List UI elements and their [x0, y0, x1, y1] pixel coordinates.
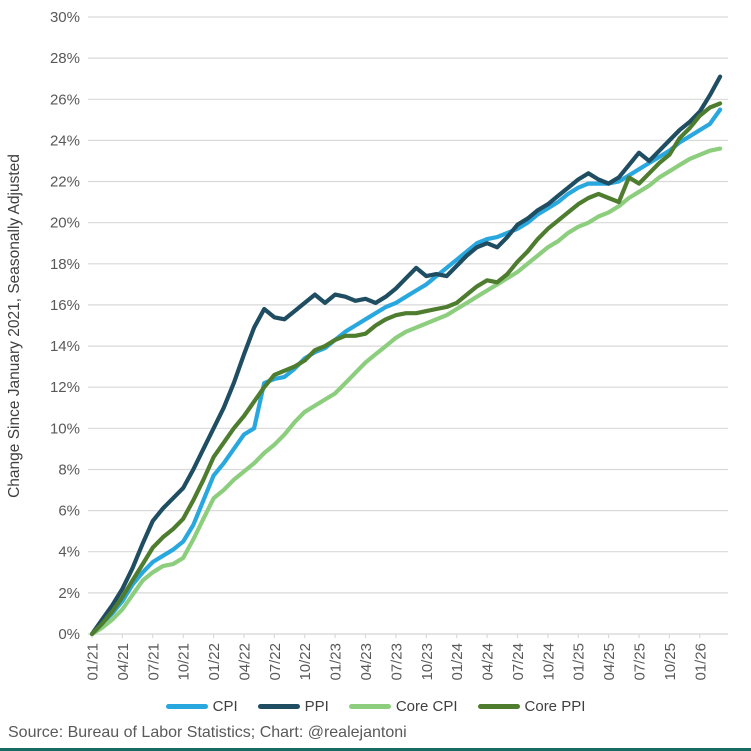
svg-text:04/24: 04/24: [480, 643, 497, 681]
svg-text:0%: 0%: [58, 626, 80, 643]
legend-swatch-ppi: [257, 703, 300, 709]
svg-text:01/23: 01/23: [328, 643, 345, 681]
svg-text:01/24: 01/24: [449, 643, 466, 681]
svg-text:01/21: 01/21: [85, 643, 102, 681]
chart-legend: CPI PPI Core CPI Core PPI: [0, 694, 751, 718]
svg-text:07/22: 07/22: [267, 643, 284, 681]
source-note: Source: Bureau of Labor Statistics; Char…: [8, 724, 407, 741]
y-axis-labels: 0% 2% 4% 6% 8% 10% 12% 14% 16% 18% 20% 22% 24% 26% 28%…: [50, 9, 80, 643]
svg-text:10/22: 10/22: [297, 643, 314, 681]
svg-text:8%: 8%: [58, 462, 80, 479]
svg-text:10/21: 10/21: [176, 643, 193, 681]
series-line-core-cpi: [89, 146, 723, 637]
svg-text:07/24: 07/24: [510, 643, 527, 681]
legend-item-core-ppi: Core PPI: [477, 697, 586, 715]
svg-text:28%: 28%: [50, 50, 80, 67]
svg-text:04/22: 04/22: [237, 643, 254, 681]
svg-text:4%: 4%: [58, 544, 80, 561]
line-chart: 0% 2% 4% 6% 8% 10% 12% 14% 16% 18% 20% 22% 24% 26% 28%…: [6, 9, 728, 681]
svg-text:22%: 22%: [50, 174, 80, 191]
y-axis-title: Change Since January 2021, Seasonally Ad…: [6, 154, 23, 498]
svg-text:12%: 12%: [50, 379, 80, 396]
svg-text:6%: 6%: [58, 503, 80, 520]
svg-text:20%: 20%: [50, 215, 80, 232]
svg-text:10/24: 10/24: [540, 643, 557, 681]
legend-swatch-core-ppi: [477, 703, 520, 709]
legend-label-ppi: PPI: [304, 697, 329, 715]
legend-swatch-core-cpi: [348, 703, 391, 709]
legend-item-cpi: CPI: [165, 697, 238, 715]
svg-text:04/25: 04/25: [601, 643, 618, 681]
bottom-border-line: [0, 748, 751, 751]
svg-text:04/21: 04/21: [115, 643, 132, 681]
svg-text:10/23: 10/23: [419, 643, 436, 681]
legend-item-core-cpi: Core CPI: [348, 697, 458, 715]
svg-text:01/26: 01/26: [692, 643, 709, 681]
svg-text:10%: 10%: [50, 420, 80, 437]
svg-text:30%: 30%: [50, 9, 80, 26]
svg-text:01/25: 01/25: [571, 643, 588, 681]
svg-text:26%: 26%: [50, 91, 80, 108]
svg-text:24%: 24%: [50, 132, 80, 149]
x-axis-ticks-and-labels: 01/21 04/21 07/21 10/21 01/22 04/22 07/22 10/22…: [85, 634, 709, 681]
legend-label-cpi: CPI: [212, 697, 238, 715]
svg-text:2%: 2%: [58, 585, 80, 602]
svg-text:16%: 16%: [50, 297, 80, 314]
gridlines: [88, 16, 728, 635]
legend-label-core-ppi: Core PPI: [524, 697, 586, 715]
legend-label-core-cpi: Core CPI: [395, 697, 458, 715]
svg-text:07/21: 07/21: [145, 643, 162, 681]
svg-text:01/22: 01/22: [206, 643, 223, 681]
svg-text:07/23: 07/23: [388, 643, 405, 681]
series-line-cpi: [89, 107, 723, 637]
svg-text:07/25: 07/25: [632, 643, 649, 681]
series-line-core-ppi: [89, 101, 723, 637]
svg-text:10/25: 10/25: [662, 643, 679, 681]
legend-swatch-cpi: [165, 703, 208, 709]
svg-text:14%: 14%: [50, 338, 80, 355]
series-line-ppi: [89, 74, 723, 637]
svg-text:04/23: 04/23: [358, 643, 375, 681]
svg-text:18%: 18%: [50, 256, 80, 273]
legend-item-ppi: PPI: [257, 697, 329, 715]
